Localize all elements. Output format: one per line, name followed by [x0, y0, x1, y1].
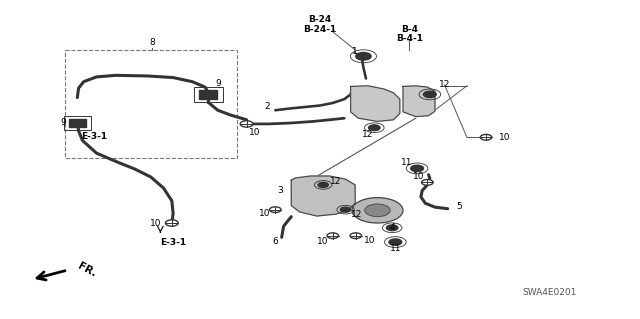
Polygon shape	[351, 86, 400, 122]
Circle shape	[352, 197, 403, 223]
Text: 9: 9	[60, 117, 66, 127]
Text: 10: 10	[317, 237, 328, 246]
Text: 8: 8	[149, 38, 155, 47]
Text: 6: 6	[273, 237, 278, 246]
Circle shape	[327, 233, 339, 239]
Circle shape	[240, 121, 253, 127]
Text: E-3-1: E-3-1	[81, 132, 108, 141]
Text: B-24-1: B-24-1	[303, 26, 337, 34]
Text: 10: 10	[499, 133, 511, 142]
Text: B-4: B-4	[401, 25, 418, 34]
Text: 1: 1	[351, 47, 357, 56]
Text: 2: 2	[265, 102, 271, 111]
Text: 5: 5	[456, 202, 462, 211]
Polygon shape	[403, 86, 435, 117]
Bar	[69, 119, 86, 127]
Bar	[64, 116, 91, 130]
Circle shape	[356, 52, 371, 60]
Text: B-4-1: B-4-1	[396, 34, 423, 43]
Text: 10: 10	[259, 209, 270, 218]
Text: 12: 12	[330, 177, 342, 186]
Circle shape	[480, 134, 492, 140]
Text: 3: 3	[278, 186, 284, 195]
Text: 9: 9	[215, 79, 221, 88]
Text: 11: 11	[401, 158, 413, 167]
Text: FR.: FR.	[76, 261, 98, 279]
Circle shape	[318, 182, 328, 188]
Bar	[194, 87, 223, 101]
Text: 10: 10	[249, 128, 260, 137]
Text: 4: 4	[389, 223, 395, 232]
Text: B-24: B-24	[308, 15, 332, 24]
Circle shape	[365, 204, 390, 217]
Text: 10: 10	[150, 219, 161, 227]
Bar	[65, 50, 237, 158]
Circle shape	[424, 91, 436, 98]
Polygon shape	[291, 176, 355, 216]
Circle shape	[166, 220, 178, 226]
Text: E-3-1: E-3-1	[160, 238, 186, 247]
Circle shape	[369, 125, 380, 130]
Circle shape	[340, 207, 351, 212]
Text: 12: 12	[439, 80, 450, 89]
Text: 10: 10	[364, 236, 376, 245]
Circle shape	[350, 233, 362, 239]
Bar	[199, 90, 217, 99]
Circle shape	[387, 225, 398, 231]
Text: SWA4E0201: SWA4E0201	[523, 288, 577, 297]
Circle shape	[411, 165, 424, 172]
Text: 10: 10	[413, 173, 425, 182]
Text: 12: 12	[351, 210, 363, 219]
Circle shape	[389, 239, 402, 245]
Text: 12: 12	[362, 130, 374, 138]
Circle shape	[269, 207, 281, 212]
Text: 11: 11	[390, 244, 401, 253]
Circle shape	[422, 180, 433, 185]
